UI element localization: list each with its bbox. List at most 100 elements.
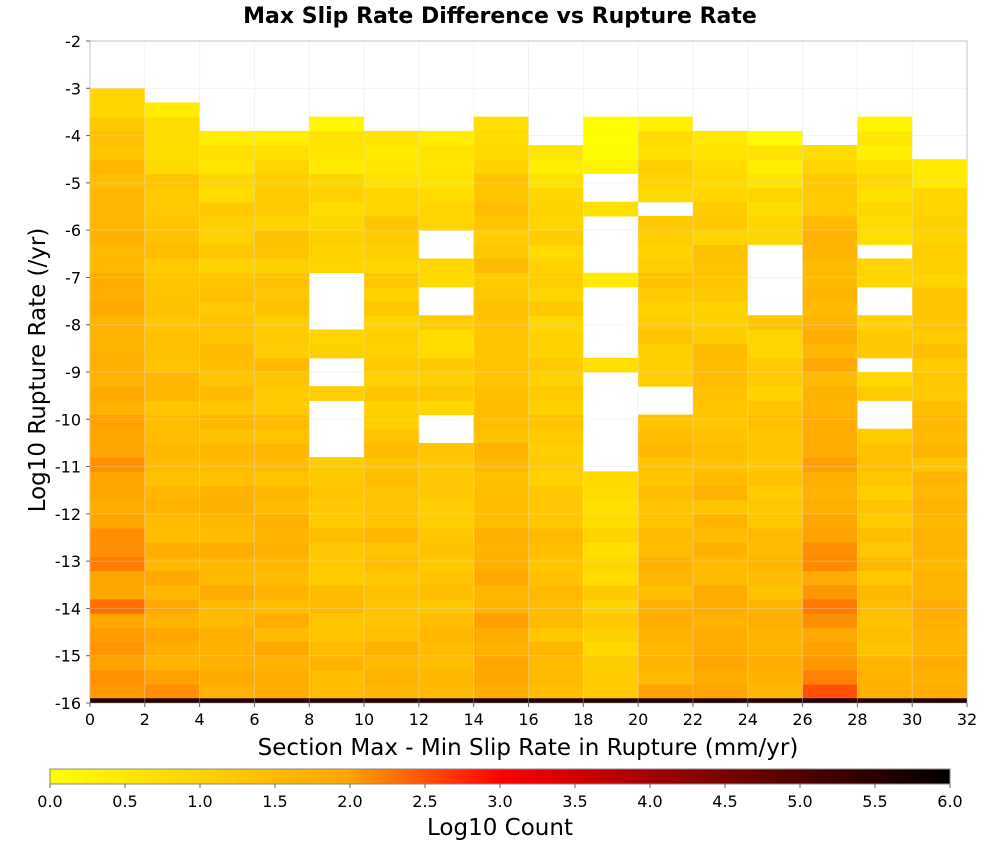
heatmap-cell [857, 173, 913, 189]
heatmap-cell [90, 88, 145, 103]
heatmap-cell [254, 343, 310, 359]
heatmap-cell [309, 343, 365, 359]
heatmap-cell [364, 258, 419, 274]
heatmap-cell [309, 258, 365, 274]
heatmap-cell [638, 499, 693, 515]
heatmap-cell [144, 329, 200, 345]
heatmap-cell [364, 641, 419, 657]
colorbar-tick-label: 5.5 [862, 792, 887, 811]
heatmap-cell [90, 187, 145, 203]
heatmap-cell [473, 301, 529, 316]
heatmap-cell [857, 230, 913, 245]
heatmap-cell [528, 641, 584, 657]
heatmap-cell [254, 244, 310, 260]
heatmap-cell [857, 641, 913, 657]
heatmap-cell [199, 684, 255, 699]
heatmap-cell [90, 230, 145, 245]
heatmap-cell [364, 528, 419, 543]
heatmap-cell [692, 499, 748, 515]
heatmap-cell [364, 230, 419, 245]
heatmap-cell [418, 457, 474, 472]
heatmap-cell [418, 655, 474, 671]
heatmap-cell [857, 471, 913, 486]
heatmap-cell [802, 187, 858, 203]
heatmap-cell [912, 159, 967, 174]
heatmap-cell [254, 258, 310, 274]
colorbar-label: Log10 Count [427, 815, 573, 841]
heatmap-cell [473, 315, 529, 330]
heatmap-cell [857, 584, 913, 600]
heatmap-cell [90, 457, 145, 472]
heatmap-cell [747, 556, 803, 572]
heatmap-cell [857, 116, 913, 132]
y-tick-label: -7 [65, 268, 81, 287]
heatmap-cell [364, 684, 419, 699]
heatmap-cell [199, 386, 255, 401]
heatmap-cell [199, 258, 255, 274]
heatmap-cell [364, 130, 419, 146]
heatmap-cell [418, 627, 474, 643]
heatmap-cell [912, 258, 967, 274]
heatmap-cell [418, 400, 474, 416]
heatmap-cell [254, 130, 310, 146]
heatmap-cell [692, 230, 748, 245]
heatmap-cell [473, 584, 529, 600]
heatmap-cell [473, 258, 529, 274]
heatmap-cell [309, 386, 365, 401]
heatmap-cell [418, 173, 474, 189]
heatmap-cell [528, 258, 584, 274]
heatmap-cell [254, 528, 310, 543]
heatmap-cell [364, 442, 419, 458]
heatmap-cell [747, 187, 803, 203]
heatmap-cell [638, 513, 693, 529]
heatmap-cell [254, 499, 310, 515]
heatmap-cell [638, 627, 693, 643]
heatmap-cell [199, 584, 255, 600]
heatmap-cell [254, 145, 310, 160]
y-axis-ticks: -2 -3 -4 -5 -6 -7 -8 -9 -10 -11 -12 -13 -14 -15 -16 [55, 32, 90, 713]
heatmap-cell [638, 471, 693, 486]
heatmap-cell [364, 457, 419, 472]
heatmap-cell [912, 627, 967, 643]
heatmap-cell [638, 684, 693, 699]
heatmap-cell [583, 570, 639, 586]
heatmap-cell [309, 641, 365, 657]
heatmap-cell [254, 471, 310, 486]
heatmap-cell [90, 301, 145, 316]
heatmap-cell [802, 230, 858, 245]
heatmap-cell [802, 286, 858, 302]
heatmap-cell [692, 215, 748, 231]
heatmap-cell [912, 301, 967, 316]
heatmap-cell [144, 230, 200, 245]
heatmap-cell [418, 471, 474, 486]
heatmap-cell [638, 116, 693, 132]
heatmap-cell [90, 584, 145, 600]
heatmap-cell [144, 457, 200, 472]
heatmap-cell [364, 414, 419, 430]
heatmap-cell [638, 556, 693, 572]
heatmap-cell [692, 669, 748, 685]
heatmap-cell [418, 130, 474, 146]
heatmap-cell [912, 272, 967, 288]
heatmap-cell [802, 499, 858, 515]
heatmap-cell [857, 513, 913, 529]
heatmap-cell [747, 343, 803, 359]
heatmap-cell [418, 201, 474, 217]
heatmap-cells [90, 88, 967, 703]
heatmap-cell [802, 598, 858, 614]
heatmap-cell [802, 485, 858, 501]
heatmap-cell [583, 499, 639, 515]
heatmap-cell [802, 457, 858, 472]
heatmap-cell [747, 457, 803, 472]
heatmap-cell [692, 428, 748, 444]
heatmap-cell [912, 528, 967, 543]
heatmap-cell [583, 598, 639, 614]
heatmap-cell [473, 130, 529, 146]
heatmap-cell [857, 372, 913, 387]
heatmap-cell [473, 428, 529, 444]
heatmap-cell [857, 428, 913, 444]
heatmap-cell [364, 627, 419, 643]
heatmap-cell [638, 357, 693, 373]
heatmap-cell [364, 499, 419, 515]
heatmap-cell [418, 343, 474, 359]
